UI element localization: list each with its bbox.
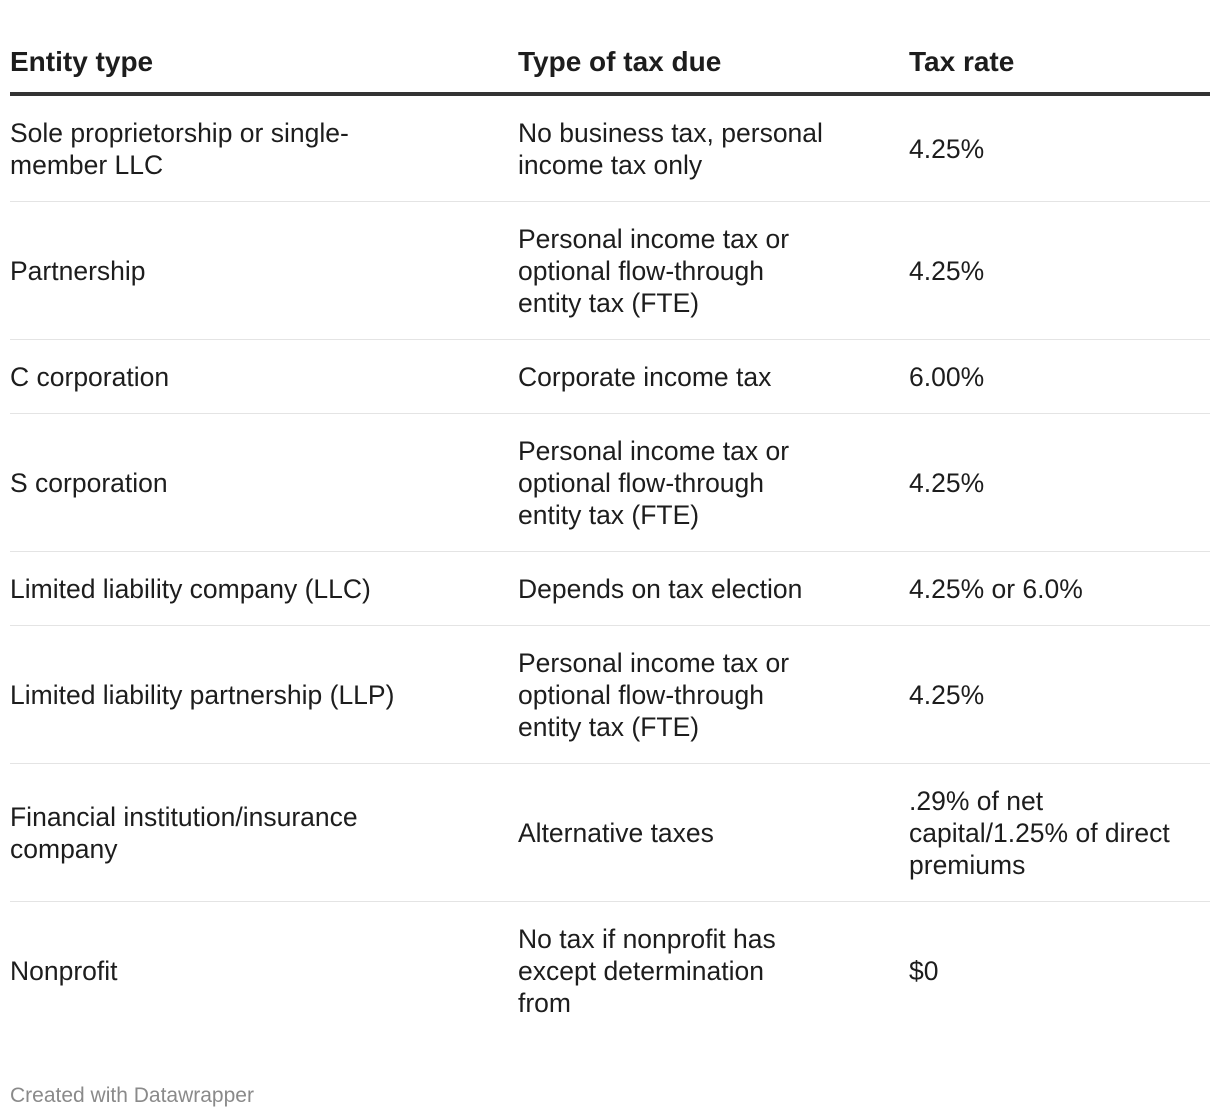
table-row: C corporation Corporate income tax 6.00%: [10, 339, 1210, 414]
entity-type-cell: Nonprofit: [10, 955, 118, 986]
tax-due-cell: Depends on tax election: [518, 551, 909, 626]
header-type-of-tax-due: Type of tax due: [518, 38, 909, 96]
tax-due-cell: Alternative taxes: [518, 763, 909, 902]
entity-type-cell: Limited liability company (LLC): [10, 551, 518, 626]
table-row: Nonprofit No tax if nonprofit has except…: [10, 902, 1210, 1040]
tax-due-cell: No business tax, personal income tax onl…: [518, 94, 909, 202]
tax-due-cell: Personal income tax or optional flow-thr…: [518, 413, 909, 552]
table-row: Partnership Personal income tax or optio…: [10, 201, 1210, 340]
tax-rate-cell: .29% of net capital/1.25% of direct prem…: [909, 763, 1210, 902]
entity-type-cell: Sole proprietorship or single-member LLC: [10, 94, 518, 202]
tax-table-container: Entity type Type of tax due Tax rate Sol…: [10, 38, 1210, 1039]
table-header-row: Entity type Type of tax due Tax rate: [10, 38, 1210, 96]
tax-due-cell: Personal income tax or optional flow-thr…: [518, 201, 909, 340]
table-row: Sole proprietorship or single-member LLC…: [10, 94, 1210, 202]
tax-rate-cell: 4.25% or 6.0%: [909, 551, 1210, 626]
header-tax-rate: Tax rate: [909, 38, 1210, 96]
tax-due-cell: Corporate income tax: [518, 339, 909, 414]
table-row: Financial institution/insurance company …: [10, 763, 1210, 902]
tax-rate-cell: 4.25%: [909, 413, 1210, 552]
tax-table: Entity type Type of tax due Tax rate Sol…: [10, 38, 1210, 1039]
table-row: S corporation Personal income tax or opt…: [10, 413, 1210, 552]
entity-type-cell: Financial institution/insurance company: [10, 763, 518, 902]
entity-type-cell: Partnership: [10, 201, 518, 340]
entity-type-cell: S corporation: [10, 413, 518, 552]
entity-type-cell: C corporation: [10, 339, 518, 414]
datawrapper-credit: Created with Datawrapper: [10, 1084, 254, 1107]
tax-rate-cell: 4.25%: [909, 94, 1210, 202]
tax-rate-cell: 4.25%: [909, 201, 1210, 340]
tax-rate-cell: $0: [909, 955, 939, 986]
tax-due-cell: Personal income tax or optional flow-thr…: [518, 625, 909, 764]
tax-due-cell: No tax if nonprofit has except determina…: [518, 923, 776, 1018]
tax-rate-cell: 4.25%: [909, 625, 1210, 764]
tax-rate-cell: 6.00%: [909, 339, 1210, 414]
entity-type-cell: Limited liability partnership (LLP): [10, 625, 518, 764]
table-row: Limited liability partnership (LLP) Pers…: [10, 625, 1210, 764]
header-entity-type: Entity type: [10, 38, 518, 96]
table-row: Limited liability company (LLC) Depends …: [10, 551, 1210, 626]
